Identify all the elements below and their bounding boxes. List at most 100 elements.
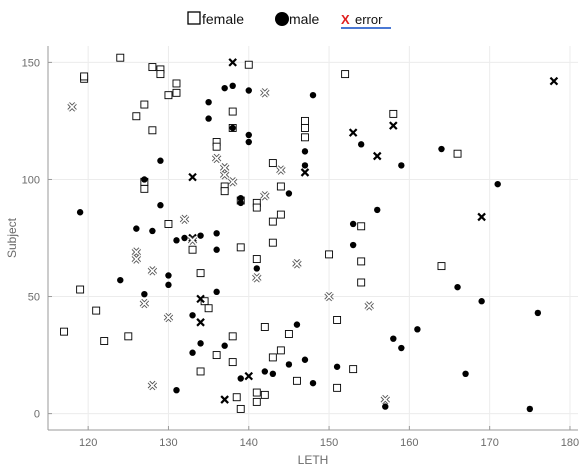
y-tick-label: 50 [28, 292, 40, 304]
female-point [276, 210, 285, 219]
male-point [245, 138, 252, 146]
female-point [357, 278, 366, 287]
open-x-point [139, 298, 150, 309]
female-point [100, 337, 109, 345]
male-point [165, 281, 172, 289]
legend-male-label: male [289, 11, 320, 27]
y-tick-label: 150 [22, 57, 40, 69]
male-point [462, 370, 469, 378]
data-points [60, 53, 559, 413]
open-x-fill [164, 313, 173, 322]
legend-female-label: female [202, 11, 244, 27]
open-x-fill [292, 259, 302, 268]
open-x-point [131, 247, 142, 257]
error-point-stroke [244, 371, 254, 381]
female-point [212, 142, 221, 151]
y-tick-label: 100 [22, 174, 40, 186]
error-point-stroke [372, 151, 382, 161]
error-point-stroke [348, 128, 358, 137]
female-point [148, 126, 157, 135]
female-point [196, 269, 205, 278]
error-point-stroke [389, 121, 398, 130]
male-point [414, 326, 421, 333]
open-x-fill [68, 102, 77, 111]
female-point [236, 243, 245, 252]
female-point [301, 124, 309, 132]
male-point [221, 342, 228, 349]
male-point [526, 405, 534, 413]
male-point [229, 124, 236, 132]
open-x-fill [276, 166, 285, 175]
open-x-fill [220, 163, 229, 172]
male-point [189, 349, 196, 356]
male-point [213, 288, 220, 296]
x-tick-label: 160 [400, 437, 418, 449]
error-point [300, 168, 310, 177]
open-x-point [260, 88, 270, 98]
male-point [149, 227, 156, 235]
male-point [349, 220, 357, 228]
open-x-fill [365, 301, 374, 310]
x-tick-label: 140 [240, 437, 258, 449]
female-point [232, 393, 241, 402]
error-point-stroke [196, 294, 205, 304]
error-point [348, 128, 358, 137]
female-point [252, 397, 261, 406]
male-point [133, 225, 140, 232]
male-point [357, 141, 365, 148]
female-point [132, 112, 141, 121]
legend-error-marker: X [341, 12, 350, 27]
male-point [181, 234, 188, 242]
open-x-point [227, 177, 238, 187]
female-point [148, 63, 157, 72]
male-point [237, 375, 244, 382]
male-point [205, 98, 212, 106]
legend-female-marker [187, 11, 201, 25]
legend-error-label: error [355, 12, 383, 27]
open-x-fill [252, 273, 261, 282]
error-point [477, 212, 486, 222]
open-x-point [219, 163, 230, 173]
open-x-fill [220, 170, 229, 179]
female-point [357, 257, 366, 266]
open-x-point [324, 291, 334, 302]
female-point [236, 404, 245, 413]
female-point [276, 346, 285, 355]
male-point [438, 145, 445, 153]
male-point [173, 386, 180, 394]
female-point [276, 182, 285, 191]
error-point-stroke [220, 395, 229, 404]
male-point [253, 265, 260, 272]
error-point [372, 151, 382, 161]
legend: female male X error [187, 11, 391, 29]
open-x-point [292, 259, 302, 269]
tick-labels: 120 130 140 150 160 170 180 0 50 100 150 [22, 57, 580, 449]
open-x-point [364, 301, 374, 311]
male-point [229, 82, 236, 90]
female-point [212, 351, 221, 360]
male-point [197, 232, 204, 239]
male-point [534, 309, 542, 317]
female-point [164, 91, 173, 100]
female-point [196, 367, 205, 376]
male-point [245, 87, 252, 94]
male-point [301, 356, 309, 363]
female-point [284, 330, 293, 338]
male-point [398, 162, 405, 169]
male-point [261, 368, 269, 375]
open-x-point [219, 170, 230, 180]
male-point [245, 131, 252, 139]
male-point [374, 206, 381, 214]
plot-area [48, 46, 578, 430]
male-point [237, 194, 244, 202]
male-point [157, 202, 164, 209]
open-x-fill [180, 215, 189, 224]
male-point [309, 379, 317, 387]
female-point [228, 358, 237, 367]
female-point [349, 365, 358, 374]
open-x-point [380, 394, 390, 405]
male-point [398, 344, 405, 352]
male-point [213, 246, 220, 253]
error-point [228, 58, 237, 67]
